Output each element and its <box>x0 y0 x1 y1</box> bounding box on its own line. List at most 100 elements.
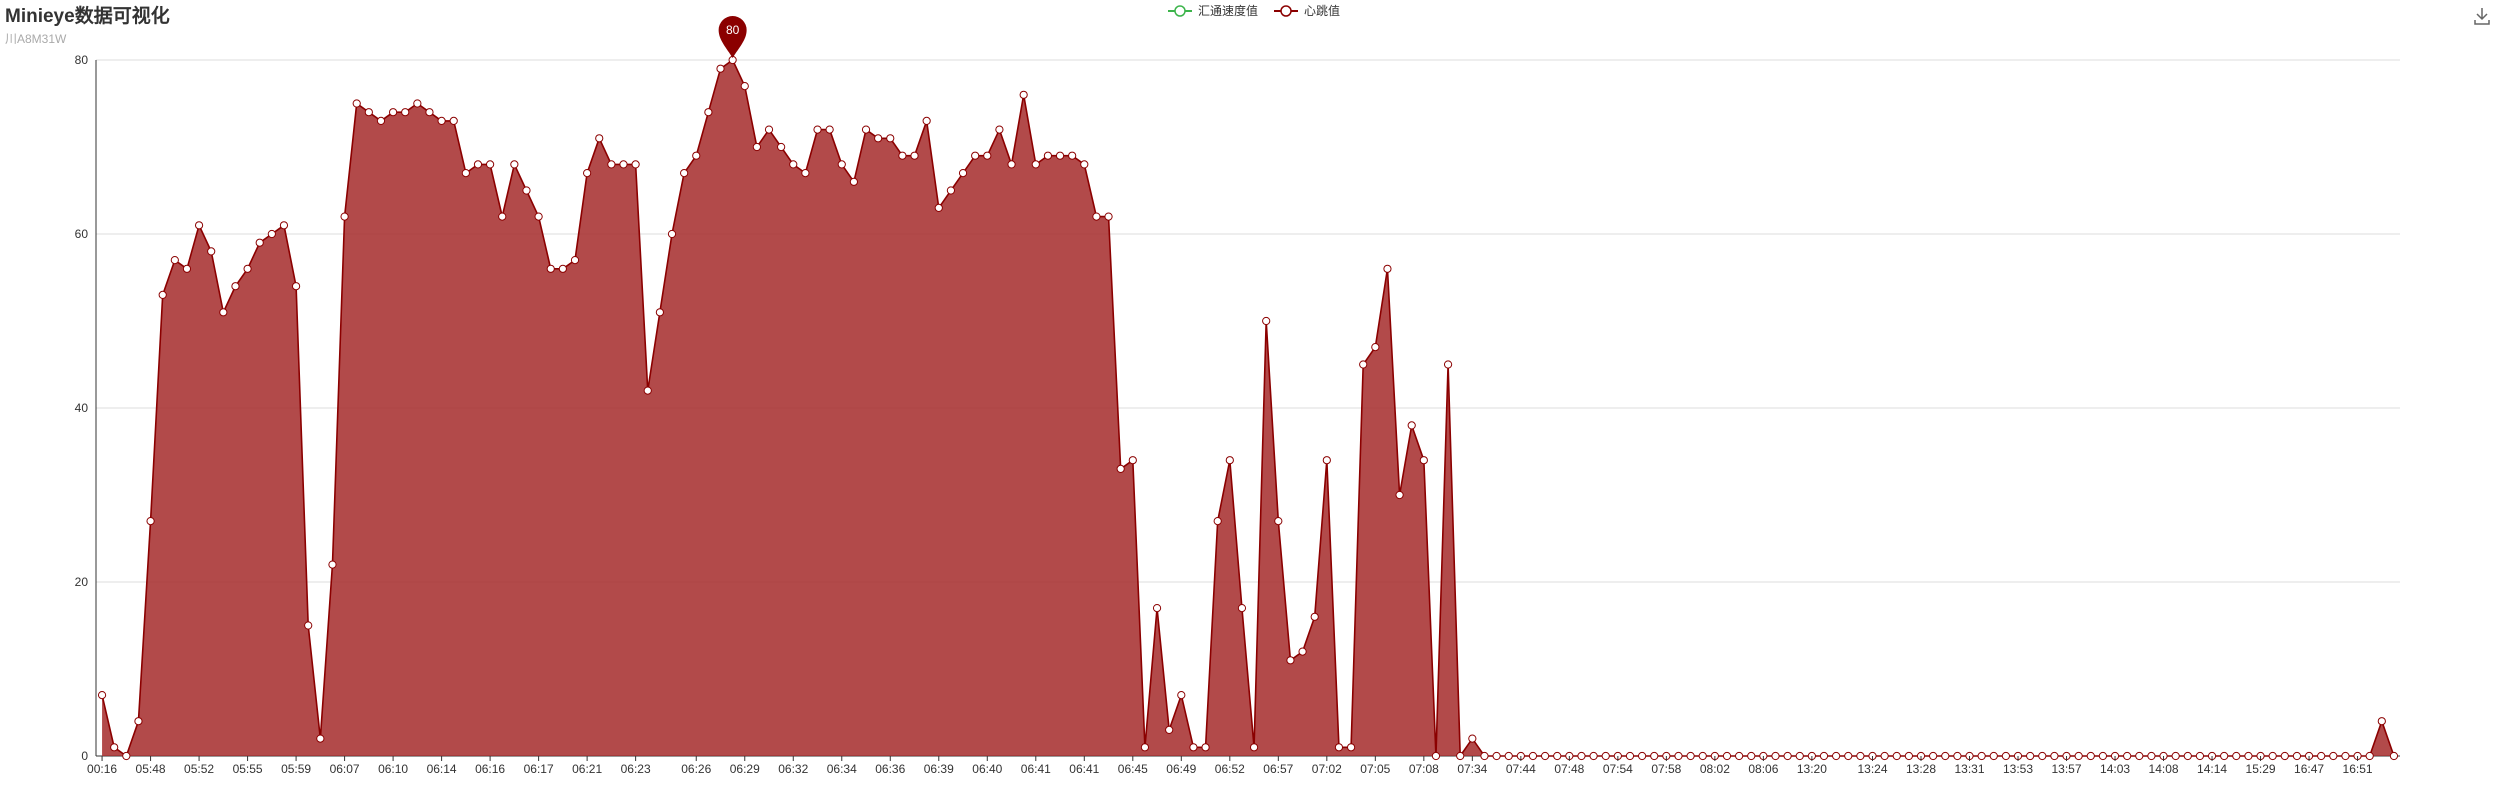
legend-item-heartbeat[interactable]: 心跳值 <box>1274 2 1340 19</box>
data-point <box>813 125 822 134</box>
data-point <box>1031 160 1040 169</box>
data-point <box>2074 751 2083 761</box>
data-point <box>607 160 616 169</box>
x-tick-label: 06:23 <box>621 762 651 776</box>
data-point <box>631 160 640 169</box>
data-point <box>692 151 701 160</box>
x-tick-label: 07:02 <box>1312 762 1342 776</box>
x-tick-label: 06:14 <box>427 762 457 776</box>
data-point <box>486 160 495 169</box>
data-point <box>1686 751 1695 761</box>
x-tick-label: 06:39 <box>924 762 954 776</box>
y-tick-label: 20 <box>75 575 89 589</box>
x-tick-label: 06:17 <box>524 762 554 776</box>
data-point <box>437 116 446 126</box>
data-point <box>498 212 507 221</box>
series-line <box>101 58 2395 759</box>
data-point <box>522 186 531 195</box>
x-tick-label: 05:55 <box>233 762 263 776</box>
data-point <box>704 108 713 117</box>
data-point <box>1431 751 1441 761</box>
data-point <box>971 151 980 160</box>
data-point <box>1880 751 1889 761</box>
x-tick-label: 06:10 <box>378 762 408 776</box>
x-tick-label: 13:53 <box>2003 762 2033 776</box>
x-tick-label: 06:40 <box>972 762 1002 776</box>
data-point <box>1225 456 1234 465</box>
data-point <box>1892 751 1901 761</box>
data-point <box>837 160 846 169</box>
data-point <box>1832 751 1841 761</box>
data-point <box>1589 751 1598 761</box>
data-point <box>1904 751 1913 761</box>
data-point <box>2098 751 2108 761</box>
data-point <box>1735 751 1744 761</box>
data-point <box>1625 751 1635 761</box>
data-point <box>1492 751 1501 761</box>
data-point <box>364 108 373 117</box>
max-markpoint-label: 80 <box>726 23 740 37</box>
data-point <box>861 125 871 134</box>
data-point <box>267 229 276 239</box>
data-point <box>789 160 798 169</box>
legend-mark-heartbeat-icon <box>1274 4 1299 17</box>
data-point <box>1262 316 1271 326</box>
data-point <box>1929 751 1938 761</box>
x-tick-label: 06:41 <box>1021 762 1051 776</box>
x-tick-label: 05:59 <box>281 762 311 776</box>
data-point <box>1237 604 1247 613</box>
data-point <box>680 169 689 178</box>
data-point <box>2026 751 2035 761</box>
x-tick-label: 16:51 <box>2343 762 2373 776</box>
data-point <box>1068 151 1077 160</box>
data-point <box>110 743 119 752</box>
data-point <box>1443 360 1453 369</box>
data-point <box>1468 734 1477 743</box>
data-point <box>1953 751 1962 761</box>
x-tick-label: 06:34 <box>827 762 857 776</box>
data-point <box>2317 751 2326 761</box>
data-point <box>388 108 398 117</box>
data-point <box>643 386 652 395</box>
data-point <box>1298 647 1307 656</box>
data-point <box>1528 751 1538 761</box>
data-point <box>1407 421 1416 430</box>
data-point <box>1977 751 1986 761</box>
legend-item-speed[interactable]: 汇通速度值 <box>1168 2 1258 19</box>
download-icon[interactable] <box>2472 6 2492 26</box>
data-point <box>619 160 628 169</box>
data-point <box>1819 751 1829 761</box>
data-point <box>1201 743 1210 752</box>
data-point <box>122 751 131 761</box>
x-tick-label: 16:47 <box>2294 762 2324 776</box>
y-tick-label: 60 <box>75 227 89 241</box>
data-point <box>1419 456 1428 465</box>
data-point <box>461 169 470 178</box>
x-tick-label: 07:48 <box>1554 762 1584 776</box>
data-point <box>2038 751 2047 761</box>
legend-mark-speed-icon <box>1168 4 1192 17</box>
chart-title: Minieye数据可视化 <box>5 6 170 27</box>
x-tick-label: 14:03 <box>2100 762 2130 776</box>
data-point <box>510 160 519 169</box>
data-point <box>1249 743 1259 752</box>
y-tick-label: 40 <box>75 401 89 415</box>
x-tick-label: 06:21 <box>572 762 602 776</box>
x-tick-label: 14:14 <box>2197 762 2227 776</box>
data-point <box>401 108 410 117</box>
data-point <box>716 64 725 73</box>
data-point <box>243 264 252 273</box>
data-point <box>983 151 992 160</box>
x-tick-label: 07:44 <box>1506 762 1536 776</box>
data-point <box>194 221 204 230</box>
data-point <box>2183 751 2192 761</box>
data-point <box>1152 604 1162 613</box>
data-point <box>1080 160 1089 169</box>
data-point <box>2123 751 2132 761</box>
data-point <box>1456 751 1465 761</box>
data-point <box>595 134 604 143</box>
legend-label-speed: 汇通速度值 <box>1198 4 1259 18</box>
y-tick-label: 80 <box>75 53 89 67</box>
x-tick-label: 05:48 <box>136 762 166 776</box>
data-point <box>1638 751 1647 761</box>
